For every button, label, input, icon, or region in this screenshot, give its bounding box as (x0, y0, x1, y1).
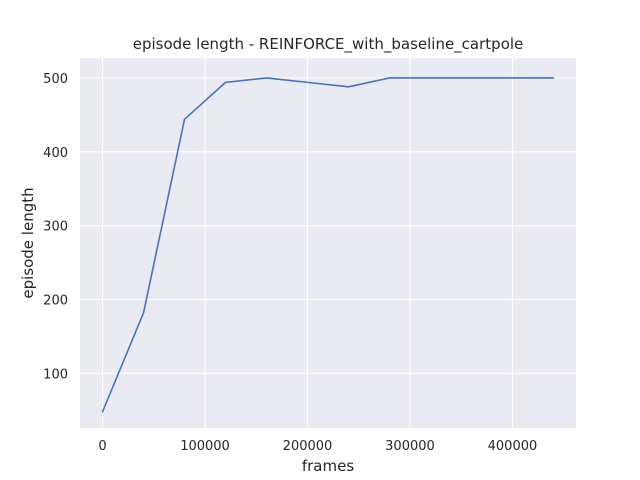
y-tick-label: 200 (43, 293, 68, 308)
plot-area (80, 58, 576, 428)
x-tick-label: 300000 (385, 439, 435, 454)
x-axis-title: frames (302, 457, 354, 475)
y-tick-label: 400 (43, 146, 68, 161)
y-tick-label: 500 (43, 72, 68, 87)
y-tick-label: 300 (43, 220, 68, 235)
series-layer (101, 77, 555, 413)
y-tick-labels: 100 200 300 400 500 (43, 72, 68, 382)
chart-title: episode length - REINFORCE_with_baseline… (133, 35, 524, 54)
x-tick-label: 100000 (180, 439, 230, 454)
x-tick-label: 0 (98, 439, 106, 454)
y-axis-title: episode length (19, 187, 37, 298)
y-tick-label: 100 (43, 367, 68, 382)
x-tick-labels: 0 100000 200000 300000 400000 (98, 439, 537, 454)
series-line (101, 77, 555, 413)
x-tick-label: 400000 (488, 439, 538, 454)
x-tick-label: 200000 (283, 439, 333, 454)
